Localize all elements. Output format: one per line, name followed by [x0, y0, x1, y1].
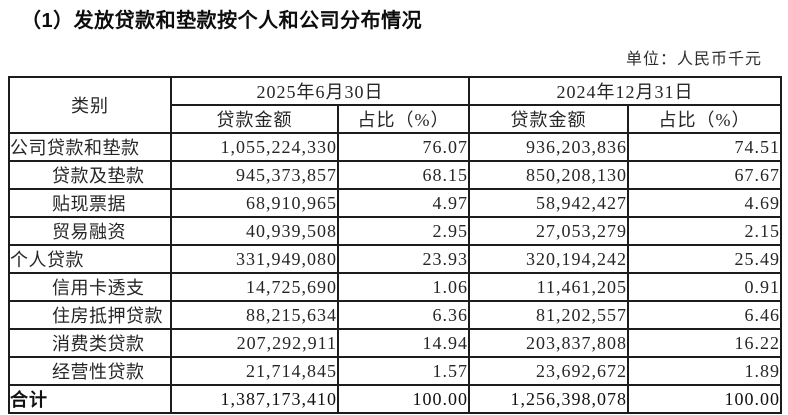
amount-2025-cell: 68,910,965 [170, 188, 339, 218]
amount-2025-cell: 88,215,634 [170, 300, 339, 330]
ratio-2025-cell: 2.95 [337, 216, 470, 246]
category-cell: 消费类贷款 [8, 328, 172, 358]
ratio-2025-cell: 6.36 [337, 300, 470, 330]
period-header-2025: 2025年6月30日 [170, 76, 470, 106]
table-row: 消费类贷款 207,292,911 14.94 203,837,808 16.2… [8, 328, 782, 358]
amount-2024-cell: 81,202,557 [468, 300, 629, 330]
ratio-2025-cell: 68.15 [337, 160, 470, 190]
header-row-measures: 贷款金额 占比（%） 贷款金额 占比（%） [9, 104, 782, 134]
amount-2024-cell: 320,194,242 [468, 244, 629, 274]
ratio-2024-cell: 4.69 [627, 188, 782, 218]
category-cell: 贷款及垫款 [8, 160, 172, 190]
document-page: （1）发放贷款和垫款按个人和公司分布情况 单位：人民币千元 类别 2025年6月… [0, 8, 788, 414]
unit-label: 单位：人民币千元 [625, 51, 762, 68]
ratio-2024-cell: 67.67 [627, 160, 782, 190]
amount-2024-cell: 850,208,130 [468, 160, 629, 190]
table-row: 个人贷款 331,949,080 23.93 320,194,242 25.49 [8, 244, 782, 274]
period-header-2024: 2024年12月31日 [468, 76, 782, 106]
category-cell: 合计 [8, 384, 172, 414]
ratio-2025-cell: 76.07 [337, 132, 470, 162]
amount-2025-cell: 21,714,845 [170, 356, 339, 386]
ratio-2025-cell: 1.57 [337, 356, 470, 386]
ratio-header-2024: 占比（%） [627, 104, 782, 134]
ratio-2024-cell: 25.49 [627, 244, 782, 274]
ratio-2025-cell: 100.00 [337, 384, 470, 414]
section-title: （1）发放贷款和垫款按个人和公司分布情况 [21, 10, 423, 32]
ratio-2025-cell: 23.93 [337, 244, 470, 274]
table-row: 贷款及垫款 945,373,857 68.15 850,208,130 67.6… [8, 160, 782, 190]
amount-2025-cell: 945,373,857 [170, 160, 339, 190]
category-cell: 住房抵押贷款 [8, 300, 172, 330]
amount-2025-cell: 1,055,224,330 [170, 132, 339, 162]
table-row: 贴现票据 68,910,965 4.97 58,942,427 4.69 [8, 188, 782, 218]
amount-2024-cell: 203,837,808 [468, 328, 629, 358]
amount-2025-cell: 40,939,508 [170, 216, 339, 246]
amount-header-2025: 贷款金额 [170, 104, 339, 134]
amount-2024-cell: 58,942,427 [468, 188, 629, 218]
table-row: 经营性贷款 21,714,845 1.57 23,692,672 1.89 [8, 356, 782, 386]
amount-header-2024: 贷款金额 [468, 104, 629, 134]
category-cell: 贴现票据 [8, 188, 172, 218]
ratio-2024-cell: 100.00 [627, 384, 782, 414]
table-row: 合计 1,387,173,410 100.00 1,256,398,078 10… [8, 384, 782, 414]
header-row-periods: 类别 2025年6月30日 2024年12月31日 [8, 76, 782, 134]
amount-2025-cell: 331,949,080 [170, 244, 339, 274]
ratio-2024-cell: 1.89 [627, 356, 782, 386]
ratio-header-2025: 占比（%） [337, 104, 470, 134]
ratio-2024-cell: 16.22 [627, 328, 782, 358]
table-row: 信用卡透支 14,725,690 1.06 11,461,205 0.91 [8, 272, 782, 302]
category-cell: 信用卡透支 [8, 272, 172, 302]
category-cell: 公司贷款和垫款 [8, 132, 172, 162]
table-row: 贸易融资 40,939,508 2.95 27,053,279 2.15 [8, 216, 782, 246]
category-cell: 贸易融资 [8, 216, 172, 246]
ratio-2024-cell: 74.51 [627, 132, 782, 162]
ratio-2025-cell: 4.97 [337, 188, 470, 218]
ratio-2025-cell: 1.06 [337, 272, 470, 302]
amount-2024-cell: 936,203,836 [468, 132, 629, 162]
ratio-2024-cell: 0.91 [627, 272, 782, 302]
category-cell: 经营性贷款 [8, 356, 172, 386]
amount-2024-cell: 11,461,205 [468, 272, 629, 302]
table-row: 住房抵押贷款 88,215,634 6.36 81,202,557 6.46 [8, 300, 782, 330]
ratio-2025-cell: 14.94 [337, 328, 470, 358]
category-cell: 个人贷款 [8, 244, 172, 274]
table-row: 公司贷款和垫款 1,055,224,330 76.07 936,203,836 … [8, 132, 782, 162]
amount-2025-cell: 1,387,173,410 [170, 384, 339, 414]
ratio-2024-cell: 2.15 [627, 216, 782, 246]
amount-2024-cell: 27,053,279 [468, 216, 629, 246]
amount-2024-cell: 23,692,672 [468, 356, 629, 386]
table-header: 类别 2025年6月30日 2024年12月31日 贷款金额 占比（%） 贷款金… [8, 76, 782, 134]
amount-2024-cell: 1,256,398,078 [468, 384, 629, 414]
loans-distribution-table: 类别 2025年6月30日 2024年12月31日 贷款金额 占比（%） 贷款金… [8, 76, 782, 414]
amount-2025-cell: 207,292,911 [170, 328, 339, 358]
amount-2025-cell: 14,725,690 [170, 272, 339, 302]
ratio-2024-cell: 6.46 [627, 300, 782, 330]
table-body: 公司贷款和垫款 1,055,224,330 76.07 936,203,836 … [8, 132, 782, 414]
category-column-header: 类别 [8, 76, 172, 134]
